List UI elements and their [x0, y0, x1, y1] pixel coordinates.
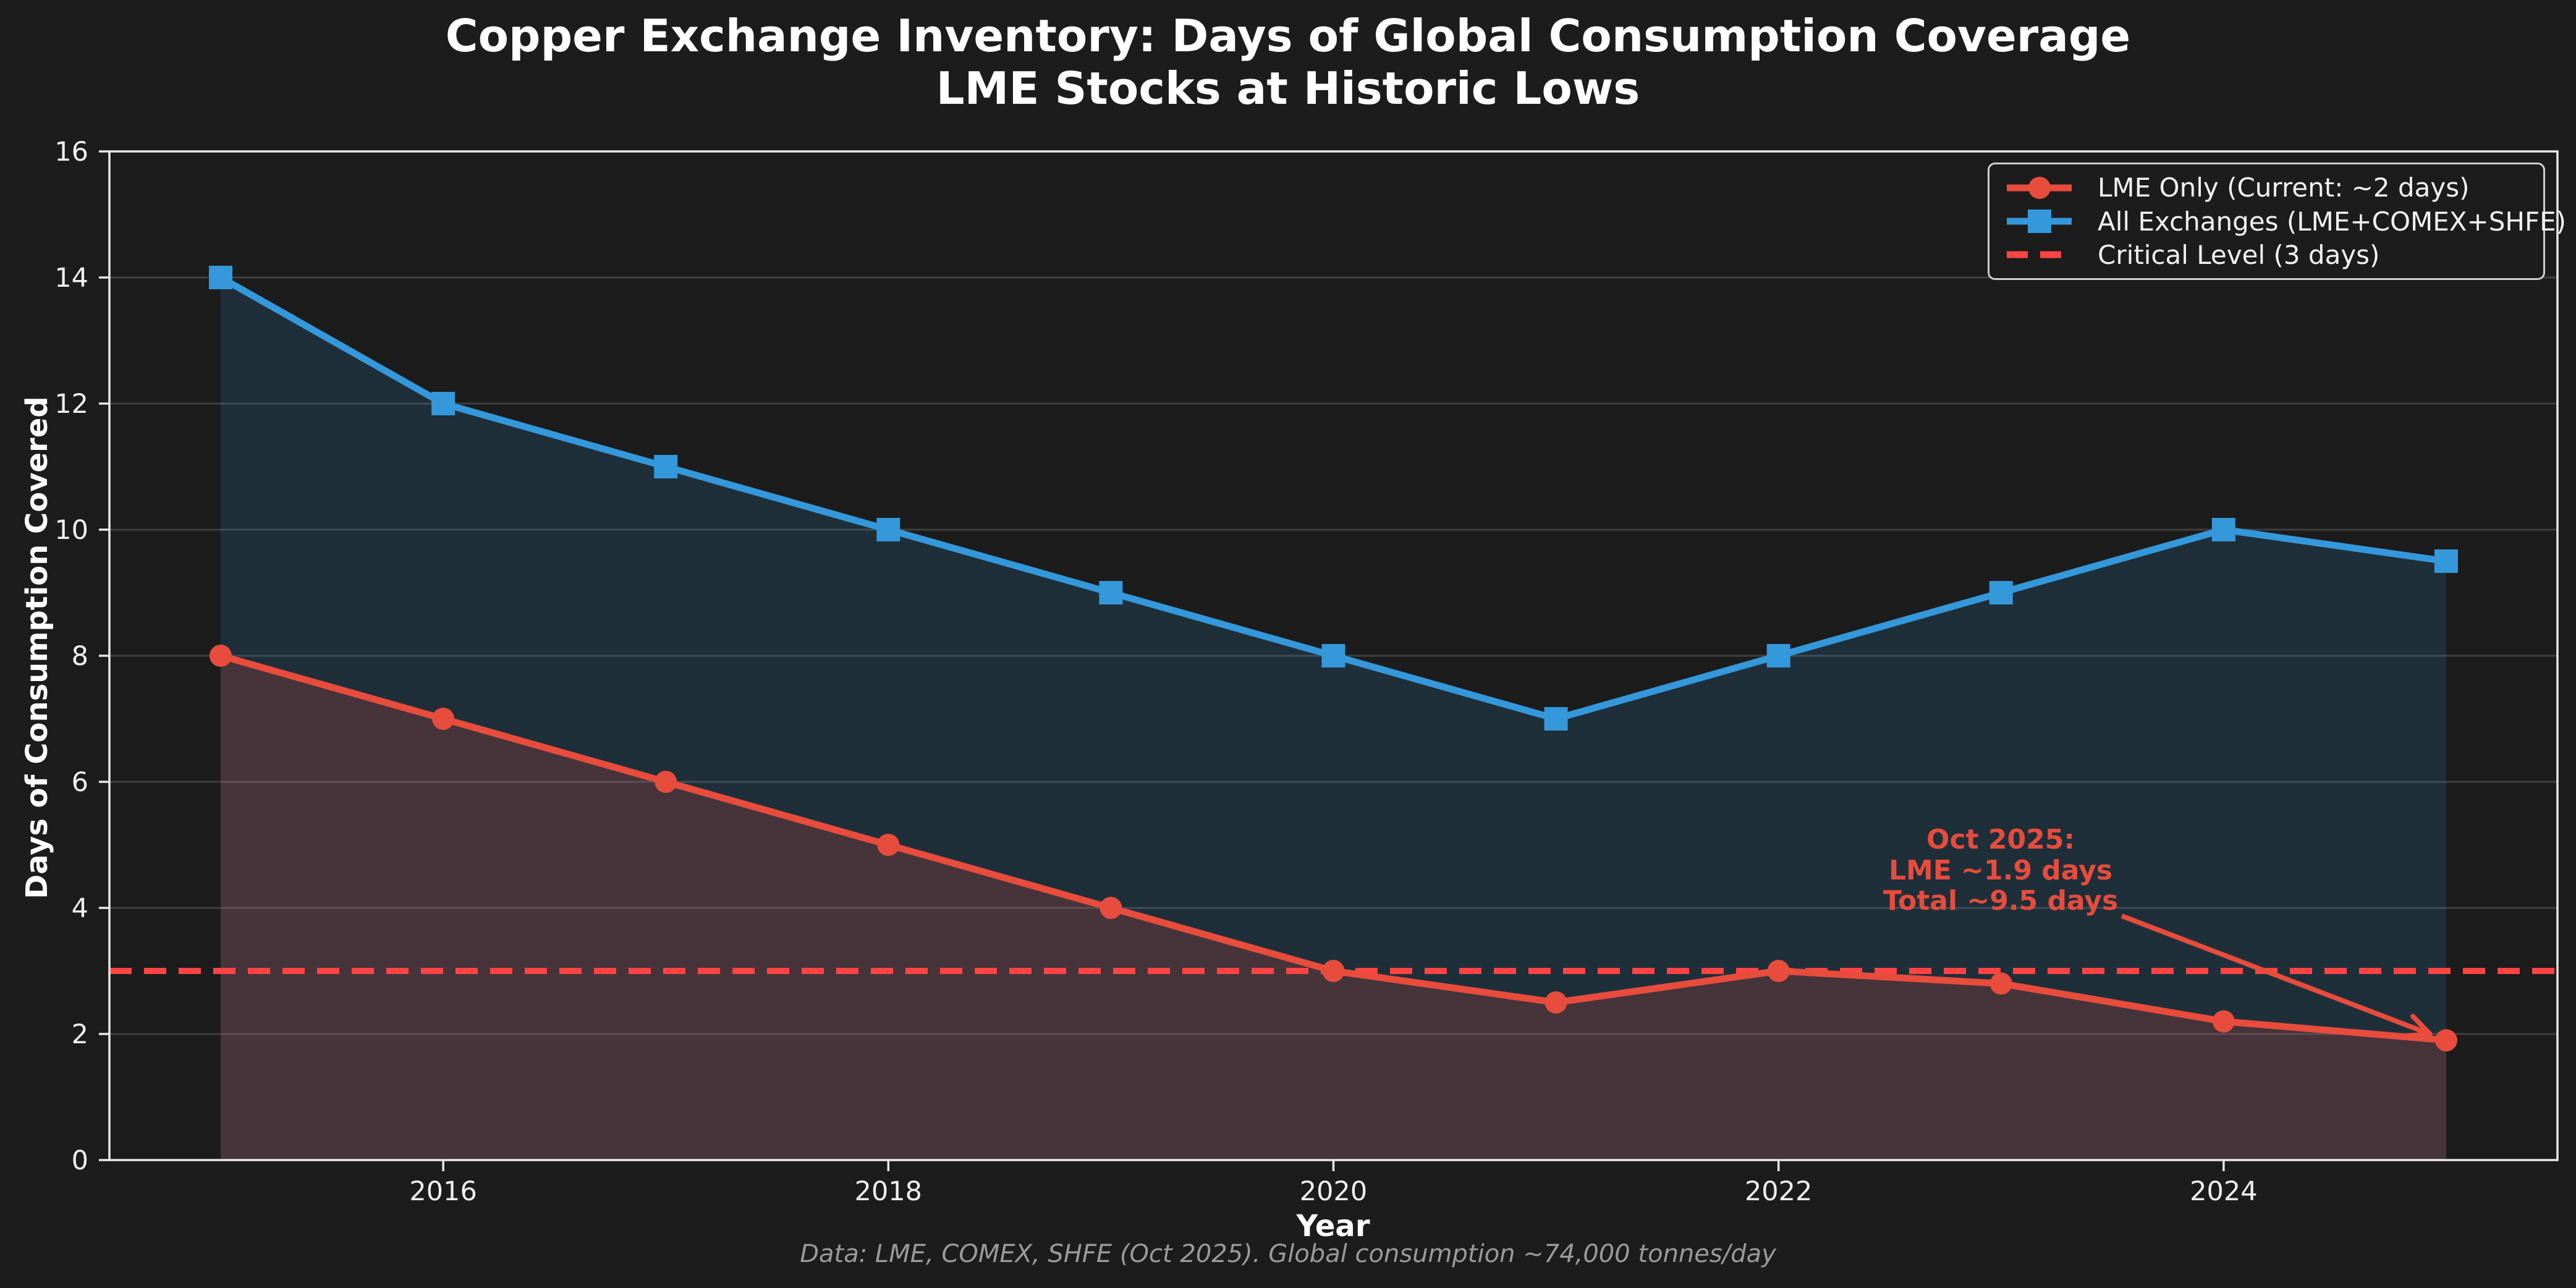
- x-tick-label: 2020: [1300, 1176, 1367, 1207]
- legend-label-critical-level: Critical Level (3 days): [2098, 239, 2380, 270]
- all-exchanges-data-point-marker: [1321, 644, 1345, 667]
- legend-label-all-exchanges: All Exchanges (LME+COMEX+SHFE): [2098, 206, 2567, 237]
- x-tick-label: 2018: [855, 1176, 922, 1207]
- oct-2025-annotation: Oct 2025: LME ~1.9 days Total ~9.5 days: [1883, 824, 2118, 917]
- all-exchanges-data-point-marker: [2211, 518, 2235, 541]
- chart-title: Copper Exchange Inventory: Days of Globa…: [0, 10, 2576, 115]
- all-exchanges-data-point-marker: [1766, 644, 1790, 667]
- all-exchanges-data-point-marker: [876, 518, 900, 541]
- legend: LME Only (Current: ~2 days) All Exchange…: [1988, 163, 2566, 280]
- annotation-line2: LME ~1.9 days: [1888, 854, 2113, 886]
- all-exchanges-data-point-marker: [2434, 549, 2458, 573]
- chart-title-line1: Copper Exchange Inventory: Days of Globa…: [445, 10, 2131, 62]
- lme-only-data-point-marker: [655, 771, 677, 793]
- legend-item-lme-only: LME Only (Current: ~2 days): [2007, 172, 2526, 203]
- all-exchanges-data-point-marker: [431, 392, 455, 415]
- lme-only-data-point-marker: [2434, 1029, 2457, 1052]
- circle-marker-icon: [2028, 176, 2051, 199]
- legend-item-all-exchanges: All Exchanges (LME+COMEX+SHFE): [2007, 206, 2566, 237]
- annotation-line3: Total ~9.5 days: [1883, 885, 2119, 917]
- x-axis-label: Year: [1296, 1209, 1370, 1244]
- annotation-line1: Oct 2025:: [1926, 824, 2075, 855]
- y-tick-label: 6: [72, 767, 88, 798]
- critical-level-dash-swatch-icon: [2007, 242, 2072, 268]
- x-tick-label: 2016: [409, 1176, 477, 1207]
- legend-item-critical-level: Critical Level (3 days): [2007, 240, 2526, 270]
- annotation-arrowhead: [2402, 1032, 2433, 1038]
- lme-only-data-point-marker: [2212, 1010, 2235, 1033]
- all-exchanges-data-point-marker: [1099, 581, 1123, 604]
- all-exchanges-data-point-marker: [654, 455, 678, 478]
- lme-only-data-point-marker: [1099, 897, 1122, 919]
- x-tick-label: 2024: [2190, 1176, 2257, 1207]
- chart-title-line2: LME Stocks at Historic Lows: [936, 62, 1640, 114]
- y-tick-label: 12: [54, 389, 88, 420]
- all-exchanges-line-swatch-icon: [2007, 208, 2072, 234]
- y-tick-label: 16: [54, 137, 88, 167]
- data-source-footnote: Data: LME, COMEX, SHFE (Oct 2025). Globa…: [800, 1240, 1776, 1268]
- annotation-arrow: [2121, 913, 2431, 1036]
- y-tick-label: 10: [54, 515, 88, 546]
- lme-only-data-point-marker: [1322, 960, 1345, 982]
- x-tick-label: 2022: [1745, 1176, 1812, 1207]
- all-exchanges-data-point-marker: [209, 266, 233, 289]
- annotation-arrowhead: [2410, 1014, 2433, 1037]
- lme-area-fill: [221, 656, 2446, 1160]
- all-exchanges-data-point-marker: [1544, 707, 1568, 731]
- y-axis-label: Days of Consumption Covered: [20, 396, 54, 899]
- lme-line-swatch-icon: [2007, 175, 2072, 201]
- square-marker-icon: [2027, 210, 2051, 233]
- lme-only-data-point-marker: [877, 834, 900, 856]
- y-tick-label: 14: [54, 263, 88, 294]
- lme-only-data-point-marker: [1989, 972, 2012, 995]
- y-tick-label: 0: [72, 1145, 88, 1176]
- y-tick-label: 4: [72, 893, 88, 924]
- legend-label-lme-only: LME Only (Current: ~2 days): [2098, 172, 2470, 203]
- y-tick-label: 8: [72, 641, 88, 672]
- all-exchanges-data-point-marker: [1989, 581, 2013, 604]
- y-tick-label: 2: [72, 1019, 88, 1050]
- lme-only-data-point-marker: [1544, 991, 1567, 1014]
- lme-only-data-point-marker: [210, 645, 232, 667]
- lme-only-data-point-marker: [1767, 960, 1790, 982]
- lme-only-data-point-marker: [432, 708, 455, 730]
